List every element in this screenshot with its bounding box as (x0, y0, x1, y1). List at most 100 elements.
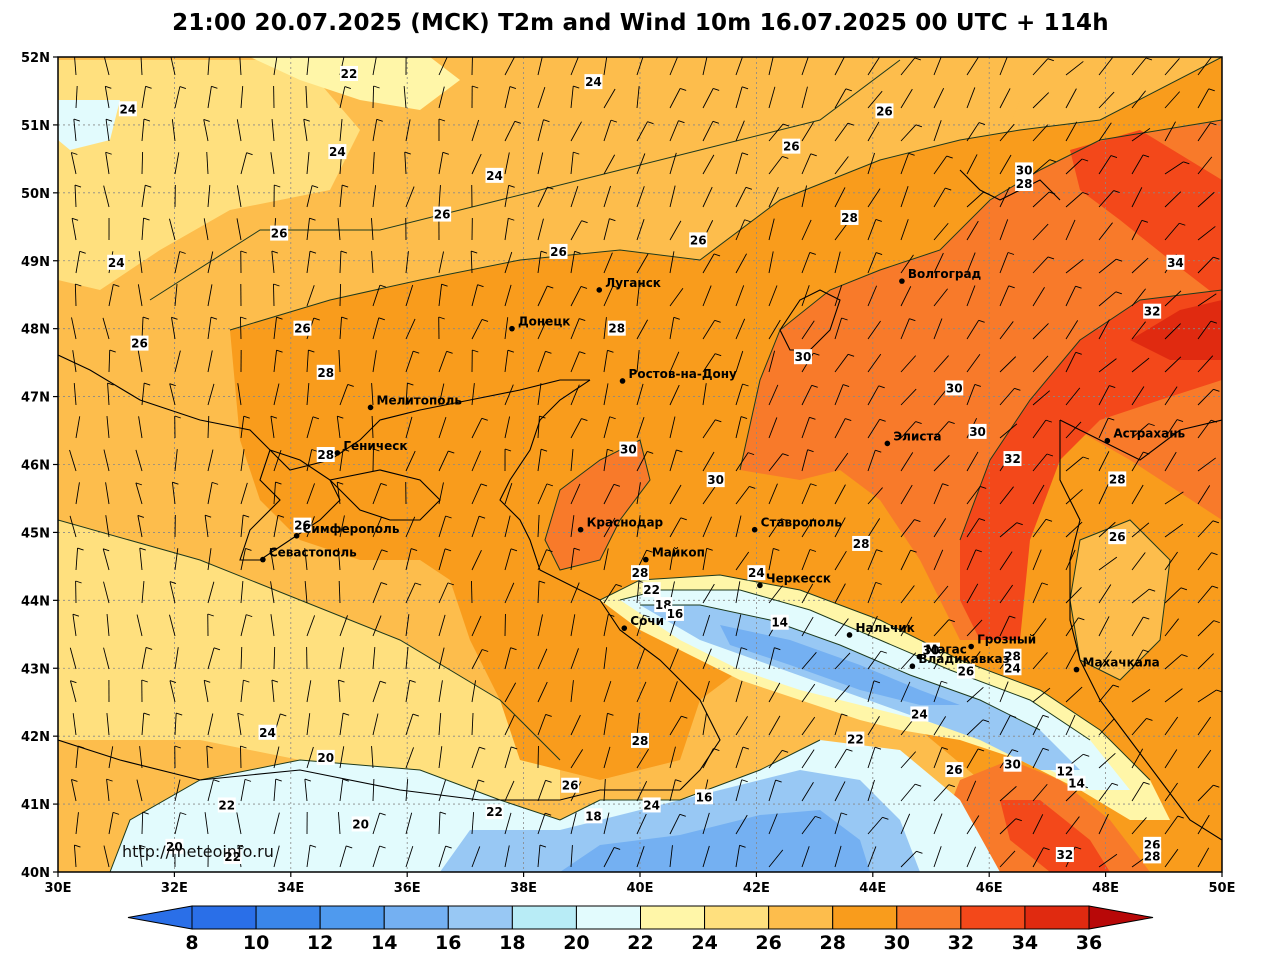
wind-barb-flag (274, 184, 281, 188)
wind-barb (669, 746, 676, 769)
isotherm-label: 28 (317, 448, 334, 462)
wind-barb (1098, 190, 1115, 208)
isotherm-label-bg (1003, 648, 1022, 664)
wind-barb (1032, 58, 1049, 76)
wind-barb (1098, 521, 1116, 538)
wind-barb-flag (143, 217, 150, 221)
wind-barb (834, 713, 842, 736)
wind-barb (405, 680, 411, 703)
wind-barb (933, 549, 944, 571)
temperature-zone-32 (960, 290, 1222, 640)
wind-barb (75, 548, 79, 571)
wind-barb (174, 284, 178, 307)
wind-barb (537, 581, 540, 604)
wind-barb-flag (472, 349, 479, 353)
wind-barb-flag (240, 250, 247, 254)
wind-barb (273, 646, 276, 670)
wind-barb (103, 845, 110, 868)
wind-barb (1131, 187, 1143, 208)
wind-barb-flag (914, 783, 922, 787)
wind-barb (504, 416, 511, 439)
wind-barb-flag (875, 581, 882, 585)
wind-barb-flag (581, 220, 588, 224)
wind-barb-flag (910, 549, 917, 553)
wind-barb (471, 119, 480, 142)
wind-barb (372, 713, 379, 736)
wind-barb-flag (137, 514, 145, 518)
wind-barb (438, 582, 449, 604)
isotherm-label: 30 (620, 443, 637, 457)
isotherm-label-bg (689, 232, 708, 248)
wind-barb (999, 285, 1010, 307)
wind-barb (240, 449, 245, 472)
wind-barb (306, 251, 311, 274)
wind-barb (273, 812, 280, 835)
wind-barb (405, 383, 408, 406)
wind-barb (240, 515, 244, 538)
wind-barb-flag (213, 779, 220, 783)
isotherm-label-bg (217, 797, 236, 813)
wind-barb (735, 680, 743, 703)
lon-label: 34E (277, 881, 304, 896)
wind-barb (75, 482, 80, 505)
wind-barb (966, 252, 976, 274)
wind-barb-flag (174, 415, 181, 419)
wind-barb (768, 548, 774, 571)
wind-barb (702, 680, 710, 703)
wind-barb-flag (347, 383, 354, 387)
wind-barb (966, 353, 981, 373)
wind-barb-flag (546, 483, 554, 487)
wind-barb (834, 781, 846, 802)
wind-barb (240, 779, 246, 802)
wind-barb (471, 649, 483, 670)
wind-barb (933, 585, 949, 604)
wind-barb (339, 713, 344, 736)
city-label: Геническ (343, 439, 407, 453)
wind-barb (537, 515, 540, 538)
wind-barb (603, 57, 608, 76)
colorbar-segment (255, 905, 321, 930)
wind-barb-flag (978, 122, 986, 125)
wind-barb-flag (539, 844, 547, 848)
wind-barb (471, 747, 480, 769)
city-dot (293, 533, 300, 539)
wind-barb-flag (71, 152, 78, 155)
wind-barb (1197, 847, 1210, 868)
wind-barb (636, 284, 640, 307)
wind-barb-flag (809, 252, 816, 255)
wind-barb (207, 779, 214, 802)
wind-barb (140, 57, 143, 76)
wind-barb-flag (948, 421, 955, 425)
wind-barb (603, 548, 609, 571)
wind-barb (1197, 57, 1212, 76)
wind-barb-flag (615, 584, 622, 587)
wind-barb (570, 714, 581, 736)
wind-barb (137, 350, 143, 373)
wind-barb (900, 355, 917, 373)
wind-barb (1098, 483, 1109, 505)
wind-barb (405, 614, 410, 637)
wind-barb-flag (612, 285, 620, 289)
wind-barb (405, 747, 414, 769)
temperature-zone-22-northwest (250, 57, 460, 110)
wind-barb (1197, 226, 1216, 241)
wind-barb (237, 383, 242, 406)
wind-barb (339, 251, 342, 274)
wind-barb (735, 416, 742, 439)
wind-barb (867, 152, 876, 175)
wind-barb-flag (546, 549, 553, 553)
isotherm-label: 32 (1004, 452, 1021, 466)
wind-barb (669, 57, 679, 76)
wind-barb-flag (781, 749, 789, 753)
wind-barb (306, 285, 315, 307)
wind-barb (108, 812, 114, 835)
wind-barb (69, 515, 77, 538)
wind-barb (504, 86, 511, 109)
wind-barb (270, 152, 275, 175)
wind-barb (108, 284, 114, 307)
wind-barb (636, 749, 649, 769)
wind-barb (702, 812, 710, 835)
wind-barb-flag (311, 449, 318, 452)
isotherm-label-bg (1143, 836, 1162, 852)
city-dot (596, 287, 603, 293)
